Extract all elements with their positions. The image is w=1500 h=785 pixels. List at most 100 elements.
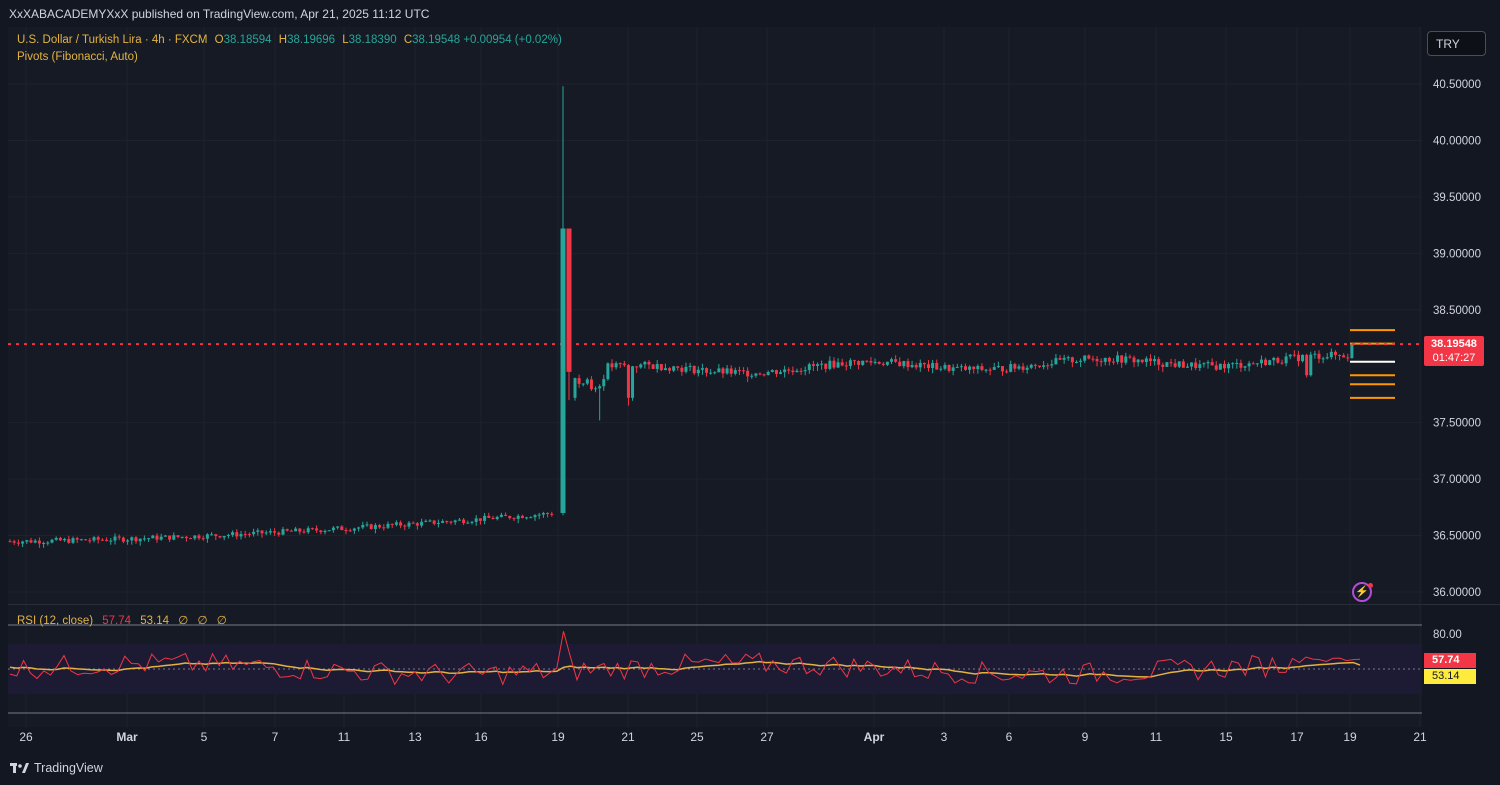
candle-body xyxy=(533,515,537,518)
candle-body xyxy=(75,538,79,540)
candle-body xyxy=(50,539,54,543)
candle-body xyxy=(1153,359,1157,362)
candle-body xyxy=(705,368,709,373)
candle-body xyxy=(113,536,117,541)
candle-body xyxy=(659,364,663,371)
candle-body xyxy=(1218,363,1222,370)
candle-body xyxy=(373,525,377,529)
candle-body xyxy=(964,366,967,370)
candle-body xyxy=(1296,354,1300,362)
price-tick-label: 39.50000 xyxy=(1433,192,1481,204)
candle-body xyxy=(319,530,323,533)
candle-body xyxy=(1198,364,1202,369)
candle-body xyxy=(331,527,335,531)
price-tick-label: 40.50000 xyxy=(1433,79,1481,91)
candle-body xyxy=(260,530,264,534)
candle-body xyxy=(205,534,209,539)
candle-body xyxy=(222,535,226,538)
candle-body xyxy=(1062,357,1066,360)
candle-body xyxy=(541,513,545,515)
main-chart[interactable]: 40.50000 40.00000 39.50000 39.00000 38.50000… xyxy=(0,0,1500,752)
candle-body xyxy=(168,535,172,540)
time-tick-label: Apr xyxy=(864,730,885,744)
candle-body xyxy=(516,515,520,519)
candle-body xyxy=(420,521,424,526)
candle-body xyxy=(189,538,193,540)
currency-button[interactable]: TRY xyxy=(1427,31,1486,56)
candle-body xyxy=(779,372,783,374)
candle-body xyxy=(134,537,138,542)
candle-body xyxy=(766,371,770,375)
time-tick-label: 21 xyxy=(1413,730,1427,744)
candle-body xyxy=(415,523,419,526)
price-axis: 40.50000 40.00000 39.50000 39.00000 38.50000… xyxy=(1433,79,1481,641)
tradingview-logo[interactable]: TradingView xyxy=(10,761,103,775)
candle-body xyxy=(1005,371,1009,373)
candle-body xyxy=(466,522,470,524)
candle-body xyxy=(1157,359,1161,365)
candle-body xyxy=(1013,364,1017,369)
candle-body xyxy=(453,520,457,523)
candle-body xyxy=(820,363,824,365)
candle-body xyxy=(289,530,293,532)
candle-body xyxy=(984,369,988,371)
candle-body xyxy=(336,526,340,528)
candle-body xyxy=(1185,366,1189,368)
rsi-legend[interactable]: RSI (12, close) 57.74 53.14 ∅ ∅ ∅ xyxy=(17,613,227,627)
candle-body xyxy=(470,521,474,523)
candle-body xyxy=(836,362,840,368)
candle-body xyxy=(988,369,992,371)
grid xyxy=(8,27,1422,727)
candle-body xyxy=(1333,351,1337,355)
candle-body xyxy=(298,528,302,532)
candle-body xyxy=(746,370,750,377)
chart-area[interactable] xyxy=(8,27,1422,727)
candle-body xyxy=(1116,355,1120,362)
candle-body xyxy=(799,370,803,372)
candle-body xyxy=(1132,357,1136,363)
time-tick-label: 15 xyxy=(1219,730,1233,744)
candle-body xyxy=(560,228,566,513)
candle-body xyxy=(725,368,729,374)
time-tick-label: Mar xyxy=(116,730,138,744)
high-value: 38.19696 xyxy=(287,34,336,46)
price-tick-label: 38.50000 xyxy=(1433,305,1481,317)
candle-body xyxy=(1301,354,1305,362)
candle-body xyxy=(1148,358,1152,362)
candle-body xyxy=(1264,359,1268,365)
candle-body xyxy=(676,366,680,368)
candle-body xyxy=(1054,358,1058,365)
time-tick-label: 16 xyxy=(474,730,488,744)
candle-body xyxy=(231,532,235,536)
price-tick-label: 36.50000 xyxy=(1433,531,1481,543)
candle-body xyxy=(54,537,58,540)
candle-body xyxy=(1079,360,1083,362)
candle-body xyxy=(138,538,142,542)
candle-body xyxy=(495,516,499,520)
candle-body xyxy=(310,528,314,530)
candle-body xyxy=(1251,363,1255,365)
open-label: O xyxy=(214,34,224,46)
candle-body xyxy=(733,370,737,374)
candle-body xyxy=(1091,358,1095,360)
indicator-legend[interactable]: Pivots (Fibonacci, Auto) xyxy=(17,51,138,63)
candle-body xyxy=(853,360,857,362)
candle-body xyxy=(399,522,403,526)
publish-line: XxXABACADEMYXxX published on TradingView… xyxy=(9,7,430,21)
candle-body xyxy=(1058,358,1062,360)
close-value: 38.19548 xyxy=(412,34,461,46)
candle-body xyxy=(1329,351,1333,358)
candle-body xyxy=(84,539,88,541)
candle-body xyxy=(147,538,151,540)
candle-body xyxy=(848,360,852,366)
candle-body xyxy=(881,363,885,365)
candle-body xyxy=(1107,357,1111,362)
candle-body xyxy=(770,370,774,372)
candle-body xyxy=(898,361,902,367)
lightning-icon[interactable]: ⚡ xyxy=(1352,582,1372,602)
candle-body xyxy=(655,364,659,369)
candle-body xyxy=(955,366,959,368)
pane-separator[interactable] xyxy=(8,604,1500,605)
candle-body xyxy=(478,518,482,521)
candle-body xyxy=(508,516,512,519)
